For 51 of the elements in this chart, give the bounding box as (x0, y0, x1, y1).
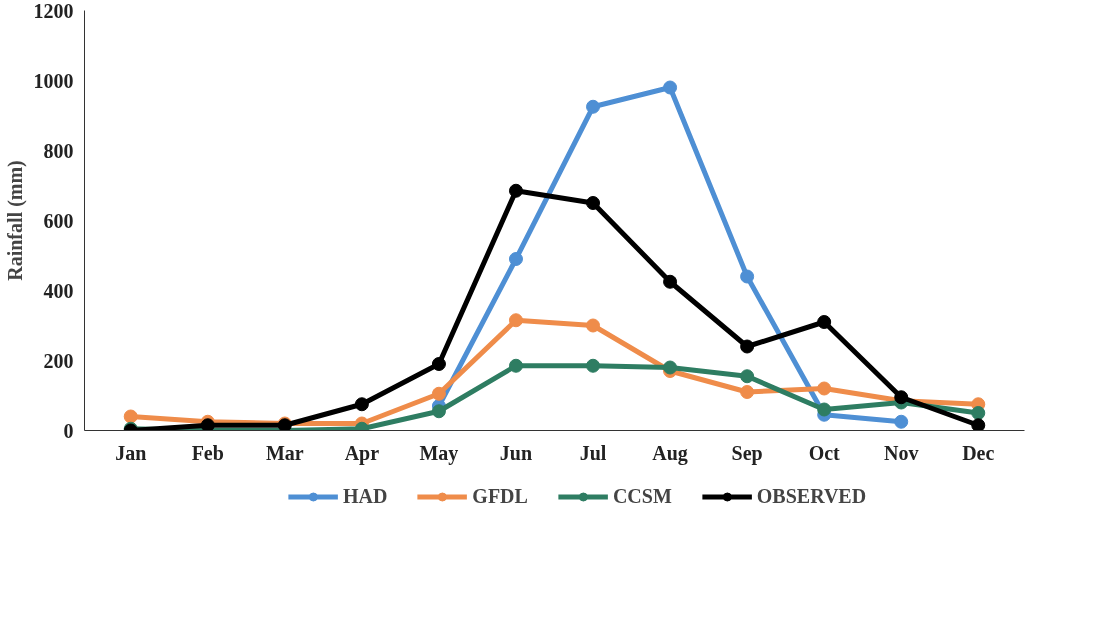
legend-label: OBSERVED (756, 484, 867, 508)
y-tick-label: 1000 (33, 69, 74, 92)
y-tick-label: 200 (43, 349, 74, 372)
point (817, 381, 832, 396)
point (354, 397, 369, 412)
x-tick-label: Sep (731, 441, 763, 465)
point (663, 360, 678, 375)
x-tick-label: Jun (499, 441, 533, 464)
point (971, 418, 986, 431)
point (586, 318, 601, 333)
y-tick-label: 0 (63, 419, 74, 442)
legend-label: HAD (342, 484, 388, 508)
x-tick-label: Aug (652, 441, 688, 465)
point (740, 369, 755, 384)
x-tick-label: Feb (191, 441, 224, 464)
point (508, 252, 523, 266)
point (663, 274, 678, 289)
x-tick-label: Jan (115, 441, 147, 464)
point (586, 358, 601, 373)
point (817, 402, 832, 417)
point (740, 269, 755, 284)
y-axis-title: Rainfall (mm) (3, 160, 27, 281)
x-tick-label: Jul (579, 441, 607, 464)
point (508, 358, 523, 373)
point (817, 315, 832, 329)
point (508, 183, 523, 198)
point (894, 414, 909, 429)
x-tick-label: Mar (265, 441, 304, 464)
point (431, 357, 446, 371)
point (431, 386, 446, 401)
x-tick-label: May (419, 441, 459, 465)
point (740, 339, 755, 354)
point (971, 406, 986, 420)
y-tick-label: 600 (43, 209, 74, 232)
x-tick-label: Nov (884, 441, 919, 464)
point (431, 404, 446, 419)
point (200, 418, 215, 431)
y-tick-label: 400 (43, 279, 74, 302)
point (740, 385, 755, 399)
x-tick-label: Oct (808, 441, 841, 464)
point (663, 80, 678, 95)
x-tick-label: Apr (344, 441, 380, 465)
point (586, 99, 601, 114)
point (586, 196, 601, 210)
legend-label: GFDL (472, 484, 528, 508)
x-tick-label: Dec (962, 441, 995, 464)
y-tick-label: 1200 (33, 0, 74, 22)
y-tick-label: 800 (43, 139, 74, 162)
point (508, 313, 523, 328)
legend-label: CCSM (612, 484, 672, 508)
point (123, 409, 138, 424)
